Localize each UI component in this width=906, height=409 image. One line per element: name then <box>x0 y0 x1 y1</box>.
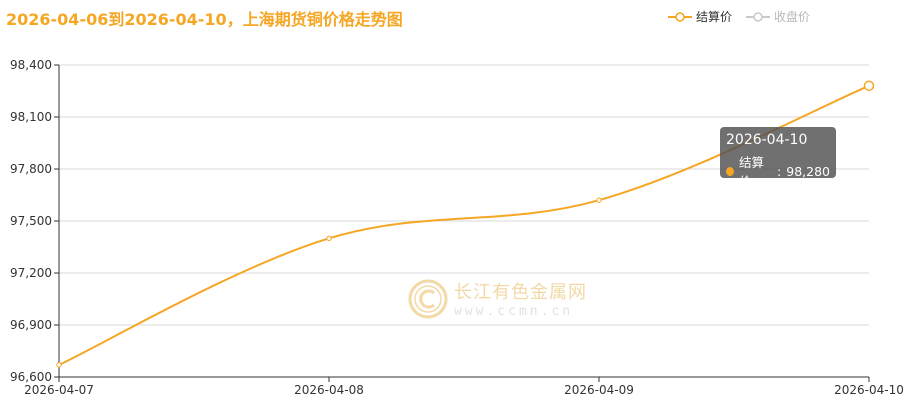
y-tick-label: 98,100 <box>10 110 52 124</box>
y-tick-label: 97,200 <box>10 266 52 280</box>
legend-label-close: 收盘价 <box>773 10 810 24</box>
legend-line-circle-icon <box>745 11 770 22</box>
y-tick-label: 97,500 <box>10 214 52 228</box>
tooltip-series-dot <box>726 166 734 176</box>
watermark: 长江有色金属网 www.ccmn.cn <box>408 278 587 319</box>
data-point <box>56 362 62 368</box>
legend-line-circle-icon <box>667 11 692 22</box>
y-tick-label: 98,400 <box>10 58 52 72</box>
legend: 结算价 收盘价 <box>667 8 810 25</box>
y-tick-label: 97,800 <box>10 162 52 176</box>
x-tick-label: 2026-04-10 <box>834 383 904 397</box>
legend-item-settle[interactable]: 结算价 <box>667 8 732 25</box>
tooltip-date: 2026-04-10 <box>726 132 808 148</box>
tooltip-value: 98,280 <box>786 163 830 179</box>
y-tick-label: 96,600 <box>10 370 52 384</box>
data-point <box>326 235 332 242</box>
watermark-url: www.ccmn.cn <box>454 304 574 319</box>
data-point <box>596 197 602 203</box>
tooltip: 2026-04-10 结算价: 98,280 <box>720 127 836 189</box>
tooltip-series-name: 结算价 <box>738 155 764 189</box>
legend-label-settle: 结算价 <box>695 10 732 24</box>
legend-item-close[interactable]: 收盘价 <box>745 8 810 25</box>
x-tick-label: 2026-04-09 <box>564 383 634 397</box>
x-tick-label: 2026-04-08 <box>294 383 364 397</box>
x-tick-label: 2026-04-07 <box>24 383 94 397</box>
watermark-name: 长江有色金属网 <box>454 282 587 303</box>
data-point-highlighted <box>863 80 875 92</box>
ccmn-logo-icon <box>408 279 448 318</box>
chart-title: 2026-04-06到2026-04-10，上海期货铜价格走势图 <box>6 10 403 29</box>
y-tick-label: 96,900 <box>10 318 52 332</box>
